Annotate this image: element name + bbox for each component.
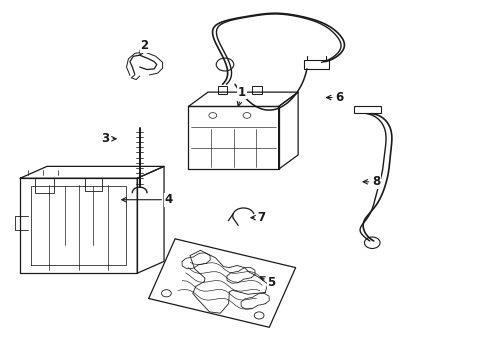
Bar	[251, 86, 261, 94]
Text: 8: 8	[363, 175, 380, 188]
Bar	[353, 106, 380, 113]
Text: 3: 3	[102, 132, 116, 145]
Text: 4: 4	[122, 193, 173, 206]
Text: 2: 2	[140, 39, 148, 55]
Text: 5: 5	[260, 276, 275, 289]
Bar	[304, 60, 328, 69]
Bar	[217, 86, 227, 94]
Text: 6: 6	[326, 91, 343, 104]
Text: 7: 7	[250, 211, 265, 224]
Text: 1: 1	[237, 86, 245, 106]
